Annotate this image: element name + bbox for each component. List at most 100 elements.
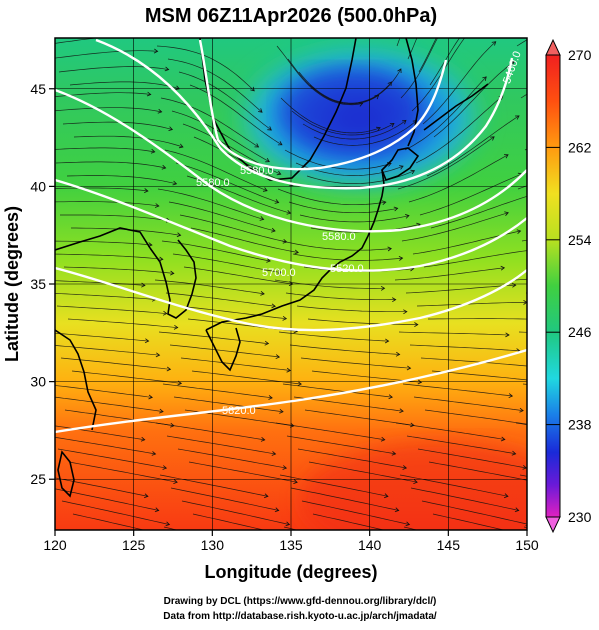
colorbar-ticks: 270 262 254 246 238 230	[546, 47, 592, 525]
streamline-arrow	[164, 66, 170, 72]
streamline-arrow	[154, 203, 160, 208]
streamline	[299, 214, 409, 223]
streamline	[406, 435, 516, 455]
streamline	[293, 396, 404, 412]
contour-line	[55, 178, 527, 272]
streamline	[534, 397, 599, 411]
streamline	[68, 461, 178, 483]
streamline-arrow	[267, 550, 271, 554]
contour-label: 5820.0	[222, 405, 256, 417]
streamline	[190, 227, 299, 253]
streamline	[395, 422, 505, 440]
streamline-arrow	[285, 521, 291, 527]
streamline	[309, 68, 402, 105]
streamline-arrow	[170, 270, 175, 276]
streamline-arrow	[395, 351, 401, 357]
streamline	[276, 45, 363, 106]
coastline-kurils	[423, 83, 489, 131]
streamline-arrow	[260, 290, 265, 296]
streamline	[431, 370, 527, 381]
streamline	[428, 461, 527, 481]
streamline-arrow	[380, 285, 386, 291]
streamline-arrow	[155, 352, 161, 358]
streamline-arrow	[161, 164, 167, 170]
streamline	[55, 147, 155, 153]
streamline-arrow	[503, 154, 509, 159]
streamline	[554, 116, 599, 137]
streamline-arrow	[529, 248, 533, 252]
x-axis-label: Longitude (degrees)	[204, 562, 377, 582]
streamline	[165, 292, 276, 307]
streamline	[189, 84, 283, 146]
streamline-arrow	[266, 258, 271, 263]
streamline-arrow	[500, 436, 506, 442]
streamline	[64, 409, 174, 427]
coastline-china	[55, 227, 151, 431]
streamline	[300, 357, 411, 369]
streamline	[408, 154, 509, 203]
streamline	[170, 487, 279, 511]
streamline	[405, 284, 516, 294]
streamline	[275, 422, 385, 441]
streamline	[402, 383, 513, 397]
streamline	[181, 500, 290, 525]
streamline-arrow	[143, 493, 149, 499]
streamline-arrow	[168, 126, 174, 131]
streamline-arrow	[406, 365, 412, 371]
streamline-arrow	[500, 265, 506, 271]
contour-label: 5580.0	[322, 231, 356, 243]
streamline-arrow	[166, 366, 172, 372]
streamline-arrow	[404, 214, 410, 219]
streamline	[179, 214, 287, 243]
colorbar: 270 262 254 246 238 230	[545, 38, 592, 534]
x-axis: 120 125 130 135 140 145 150	[43, 530, 539, 553]
streamline	[285, 292, 396, 301]
streamline-arrow	[275, 354, 281, 360]
streamline-arrow	[533, 480, 537, 484]
streamline	[516, 39, 527, 47]
streamline-arrow	[511, 450, 517, 456]
streamline	[159, 474, 268, 497]
streamline	[55, 107, 162, 113]
streamline	[301, 500, 410, 525]
streamline-arrow	[293, 479, 298, 484]
streamline	[192, 513, 266, 530]
streamline	[180, 357, 291, 371]
streamline	[281, 240, 392, 251]
x-tick-label: 140	[358, 537, 382, 553]
colorbar-min-arrow	[545, 516, 561, 534]
streamline	[409, 344, 520, 352]
streamline-arrow	[143, 32, 147, 36]
x-tick-label: 130	[201, 537, 225, 553]
streamline-arrow	[162, 310, 168, 316]
streamline-arrow	[271, 227, 276, 233]
streamline-arrow	[388, 394, 393, 400]
streamline	[284, 149, 392, 170]
streamline-arrow	[277, 269, 283, 275]
warm-region-southeast	[300, 440, 527, 530]
coastline-japan	[205, 169, 385, 331]
streamline	[168, 201, 276, 232]
streamline-arrow	[144, 338, 150, 344]
streamline-arrow	[505, 332, 510, 338]
streamline	[61, 500, 170, 525]
streamline	[290, 487, 399, 511]
streamline-arrow	[387, 550, 391, 554]
streamline	[525, 292, 527, 294]
streamline	[413, 396, 524, 412]
coastline-taiwan	[57, 450, 75, 498]
streamline-arrow	[153, 48, 159, 54]
streamline-arrow	[264, 340, 270, 346]
y-tick-label: 30	[30, 374, 46, 390]
streamline	[164, 149, 268, 192]
streamline	[55, 201, 159, 207]
colorbar-tick-label: 230	[568, 509, 592, 525]
streamline-arrow	[173, 324, 179, 330]
streamline	[176, 305, 287, 320]
streamline-arrow	[397, 68, 402, 74]
streamline-arrow	[151, 451, 157, 456]
streamline-arrow	[398, 256, 404, 261]
streamline	[289, 344, 400, 355]
streamline	[426, 115, 520, 177]
streamline	[404, 76, 487, 151]
